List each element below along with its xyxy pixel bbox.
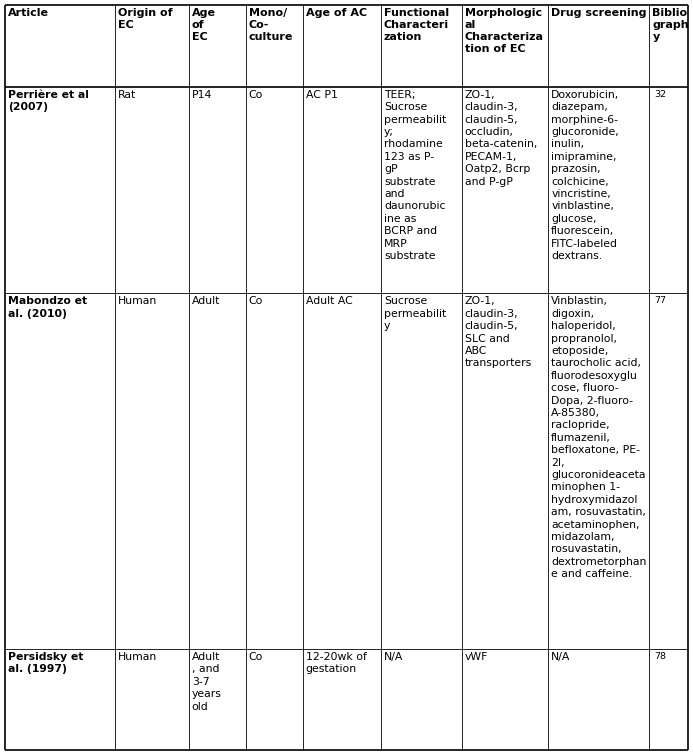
Text: P14: P14 — [192, 90, 212, 100]
Text: Article: Article — [8, 8, 49, 18]
Text: Origin of
EC: Origin of EC — [119, 8, 173, 30]
Text: Perrière et al
(2007): Perrière et al (2007) — [8, 90, 89, 112]
Text: 12-20wk of
gestation: 12-20wk of gestation — [306, 652, 367, 674]
Text: Adult AC: Adult AC — [306, 297, 353, 307]
Text: Functional
Characteri
zation: Functional Characteri zation — [384, 8, 449, 42]
Text: Sucrose
permeabilit
y: Sucrose permeabilit y — [384, 297, 446, 331]
Text: Persidsky et
al. (1997): Persidsky et al. (1997) — [8, 652, 83, 674]
Text: 77: 77 — [654, 297, 667, 305]
Text: Age
of
EC: Age of EC — [192, 8, 216, 42]
Text: Adult
, and
3-7
years
old: Adult , and 3-7 years old — [192, 652, 222, 712]
Text: Adult: Adult — [192, 297, 220, 307]
Text: ZO-1,
claudin-3,
claudin-5,
occludin,
beta-catenin,
PECAM-1,
Oatp2, Bcrp
and P-g: ZO-1, claudin-3, claudin-5, occludin, be… — [465, 90, 537, 186]
Text: N/A: N/A — [551, 652, 570, 662]
Text: AC P1: AC P1 — [306, 90, 337, 100]
Text: Mabondzo et
al. (2010): Mabondzo et al. (2010) — [8, 297, 87, 319]
Text: Morphologic
al
Characteriza
tion of EC: Morphologic al Characteriza tion of EC — [465, 8, 544, 54]
Text: 32: 32 — [654, 90, 667, 99]
Text: Doxorubicin,
diazepam,
morphine-6-
glucoronide,
inulin,
imipramine,
prazosin,
co: Doxorubicin, diazepam, morphine-6- gluco… — [551, 90, 620, 261]
Text: Vinblastin,
digoxin,
haloperidol,
propranolol,
etoposide,
taurocholic acid,
fluo: Vinblastin, digoxin, haloperidol, propra… — [551, 297, 647, 579]
Text: vWF: vWF — [465, 652, 489, 662]
Text: Human: Human — [119, 297, 157, 307]
Text: Drug screening: Drug screening — [551, 8, 647, 18]
Text: Age of AC: Age of AC — [306, 8, 367, 18]
Text: N/A: N/A — [384, 652, 403, 662]
Text: 78: 78 — [654, 652, 667, 661]
Text: Co: Co — [249, 652, 263, 662]
Text: Co: Co — [249, 297, 263, 307]
Text: Biblio
graph
y: Biblio graph y — [652, 8, 689, 42]
Text: TEER;
Sucrose
permeabilit
y;
rhodamine
123 as P-
gP
substrate
and
daunorubic
ine: TEER; Sucrose permeabilit y; rhodamine 1… — [384, 90, 446, 261]
Text: Human: Human — [119, 652, 157, 662]
Text: Co: Co — [249, 90, 263, 100]
Text: ZO-1,
claudin-3,
claudin-5,
SLC and
ABC
transporters: ZO-1, claudin-3, claudin-5, SLC and ABC … — [465, 297, 532, 368]
Text: Mono/
Co-
culture: Mono/ Co- culture — [249, 8, 293, 42]
Text: Rat: Rat — [119, 90, 137, 100]
